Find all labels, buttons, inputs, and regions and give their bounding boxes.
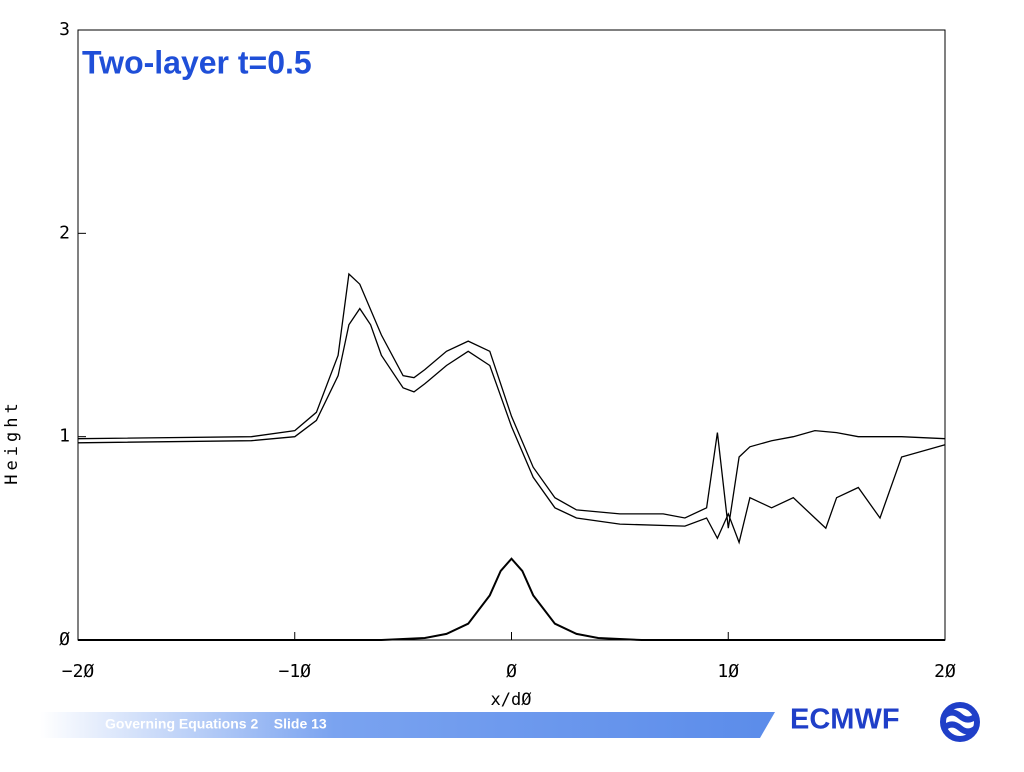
y-tick-label: Ø [59,629,70,650]
plot-frame [77,29,946,641]
y-tick-label: 2 [59,222,70,243]
x-tick-label: −1Ø [278,661,311,682]
x-tick-label: Ø [506,661,517,682]
footer-bar [40,712,775,738]
x-axis-label: x/dØ [491,690,532,710]
logo-mark [940,702,980,742]
series-line [78,557,945,641]
x-tick-label: 2Ø [934,661,956,682]
y-axis-label: Height [2,399,22,484]
x-tick-label: 1Ø [717,661,739,682]
chart-title: Two-layer t=0.5 [82,44,312,80]
x-tick-label: −2Ø [62,661,95,682]
series-line [77,272,946,529]
footer-text: Governing Equations 2 Slide 13 [105,716,327,732]
y-tick-label: 1 [59,426,70,447]
series-line [77,307,946,545]
logo-text: ECMWF [790,704,900,736]
y-tick-label: 3 [59,19,70,40]
